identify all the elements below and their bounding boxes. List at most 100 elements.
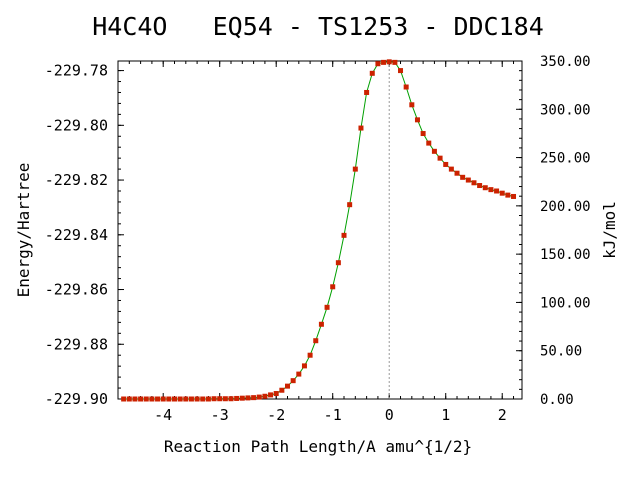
y2-tick-label: 150.00 (540, 247, 591, 263)
data-point (499, 190, 505, 196)
y2-tick-label: 100.00 (540, 295, 591, 311)
data-point (330, 284, 336, 290)
data-point (262, 393, 268, 399)
data-point (409, 102, 415, 108)
data-point (121, 396, 127, 402)
data-point (296, 371, 302, 377)
data-point (160, 396, 166, 402)
data-point (138, 396, 144, 402)
data-point (347, 202, 353, 208)
y-tick-labels: -229.78 -229.80 -229.82 -229.84 -229.86 -229.… (45, 62, 108, 408)
data-point (335, 260, 341, 266)
data-point (381, 59, 387, 65)
y-tick-label: -229.82 (45, 171, 108, 189)
x-tick-label: -4 (154, 406, 172, 424)
data-point (177, 396, 183, 402)
y2-tick-labels: 350.00 300.00 250.00 200.00 150.00 100.00 50.0… (540, 54, 591, 408)
data-point (273, 391, 279, 397)
data-point (301, 363, 307, 369)
y-tick-label: -229.88 (45, 335, 108, 353)
data-point (222, 396, 228, 402)
data-point (256, 394, 262, 400)
y2-tick-label: 300.00 (540, 102, 591, 118)
y2-tick-label: 50.00 (540, 344, 582, 360)
data-point (166, 396, 172, 402)
data-point (465, 177, 471, 183)
data-point (511, 193, 517, 199)
x-tick-labels: -4 -3 -2 -1 0 1 2 (154, 406, 507, 424)
data-point (454, 170, 460, 176)
data-point (341, 232, 347, 238)
data-point (132, 396, 138, 402)
chart-title: H4C4O EQ54 - TS1253 - DDC184 (92, 12, 544, 41)
data-point (268, 392, 274, 398)
y-tick-label: -229.80 (45, 116, 108, 134)
data-point (183, 396, 189, 402)
data-point (285, 383, 291, 389)
x-tick-label: 1 (441, 406, 450, 424)
data-point (426, 140, 432, 146)
data-point (477, 183, 483, 189)
data-point (358, 125, 364, 131)
data-points (121, 59, 517, 402)
x-tick-label: -2 (267, 406, 285, 424)
data-point (318, 321, 324, 327)
data-point (414, 117, 420, 123)
data-point (217, 396, 223, 402)
x-tick-label: -3 (211, 406, 229, 424)
y-tick-label: -229.84 (45, 226, 108, 244)
data-point (431, 148, 437, 154)
y-tick-label: -229.90 (45, 390, 108, 408)
data-point (245, 395, 251, 401)
data-point (188, 396, 194, 402)
data-point (172, 396, 177, 402)
energy-curve (123, 61, 514, 400)
data-point (375, 61, 381, 67)
y-axis-label: Energy/Hartree (14, 163, 33, 298)
data-point (290, 378, 296, 384)
data-point (471, 180, 477, 186)
data-point (205, 396, 211, 402)
data-point (505, 192, 511, 198)
y-tick-label: -229.78 (45, 62, 108, 80)
y2-axis-label: kJ/mol (600, 201, 619, 259)
data-point (234, 395, 240, 401)
x-tick-label: -1 (324, 406, 342, 424)
data-point (369, 70, 375, 76)
data-point (211, 396, 217, 402)
data-point (126, 396, 132, 402)
y2-tick-label: 0.00 (540, 392, 574, 408)
data-point (200, 396, 206, 402)
data-point (494, 188, 500, 194)
data-point (448, 166, 454, 172)
x-tick-label: 0 (385, 406, 394, 424)
y2-tick-label: 200.00 (540, 199, 591, 215)
data-point (194, 396, 200, 402)
data-point (364, 89, 370, 95)
data-point (352, 166, 358, 172)
data-point (228, 396, 234, 402)
data-point (155, 396, 161, 402)
data-point (488, 187, 494, 193)
data-point (482, 185, 488, 191)
plot-frame (117, 60, 523, 400)
data-point (398, 68, 404, 74)
data-point (437, 155, 443, 161)
data-point (403, 84, 409, 90)
data-point (313, 338, 319, 344)
data-point (279, 387, 285, 393)
data-point (143, 396, 149, 402)
data-point (386, 59, 392, 65)
x-tick-label: 2 (498, 406, 507, 424)
data-point (239, 395, 245, 401)
data-point (307, 352, 313, 358)
data-point (460, 174, 466, 180)
data-point (420, 131, 426, 137)
data-point (324, 304, 330, 310)
y2-tick-label: 350.00 (540, 54, 591, 70)
data-point (392, 59, 398, 65)
x-axis-label: Reaction Path Length/A amu^{1/2} (164, 437, 472, 456)
axis-ticks (117, 60, 522, 400)
data-point (251, 395, 257, 401)
